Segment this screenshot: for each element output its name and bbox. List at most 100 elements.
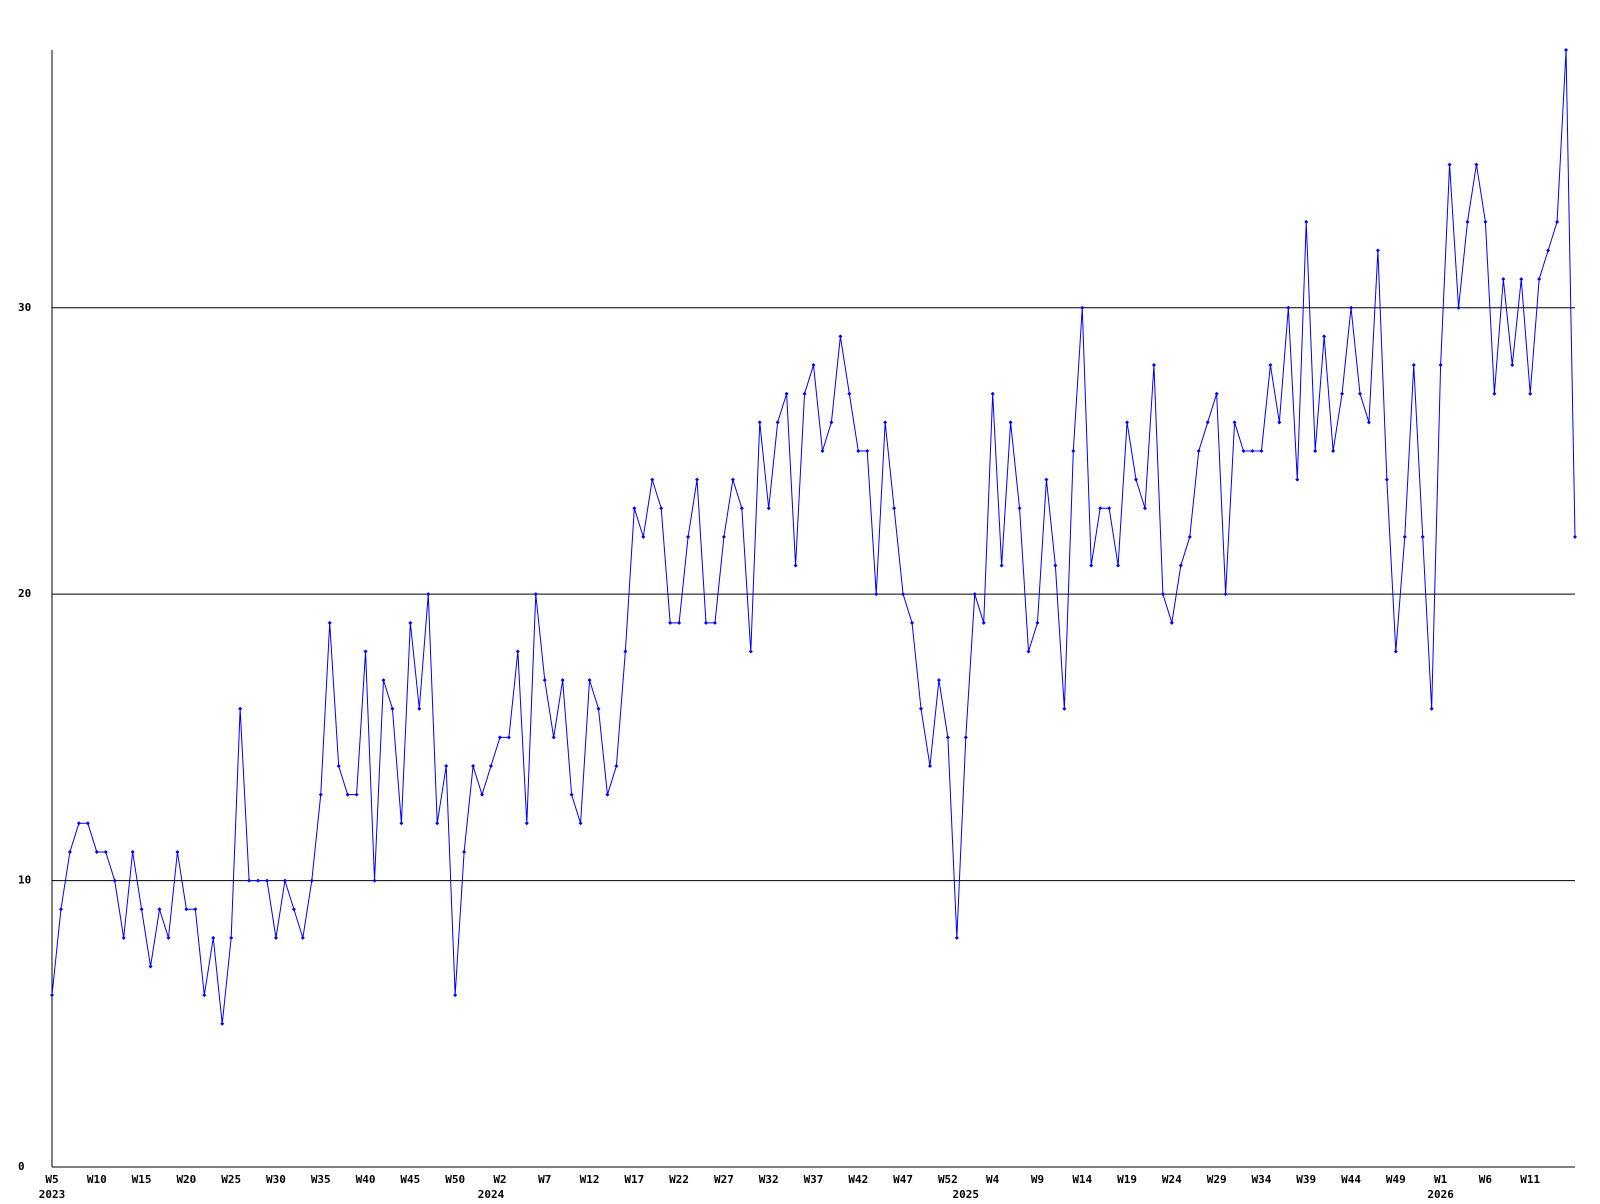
x-tick-label: W40 bbox=[356, 1173, 376, 1186]
data-point bbox=[1322, 334, 1327, 339]
x-tick-label: W12 bbox=[580, 1173, 600, 1186]
data-point bbox=[1142, 506, 1147, 511]
data-point bbox=[919, 706, 924, 711]
data-point bbox=[677, 620, 682, 625]
data-point bbox=[426, 592, 431, 597]
data-point bbox=[1384, 477, 1389, 482]
data-point bbox=[202, 993, 207, 998]
x-tick-label: W10 bbox=[87, 1173, 107, 1186]
x-tick-label: W39 bbox=[1296, 1173, 1316, 1186]
data-point bbox=[1331, 448, 1336, 453]
data-point bbox=[282, 878, 287, 883]
data-point bbox=[686, 534, 691, 539]
data-point bbox=[309, 878, 314, 883]
data-point bbox=[175, 849, 180, 854]
data-point bbox=[1411, 363, 1416, 368]
data-point bbox=[659, 506, 664, 511]
data-point bbox=[560, 678, 565, 683]
year-label: 2026 bbox=[1427, 1188, 1454, 1200]
data-point bbox=[336, 764, 341, 769]
x-tick-label: W17 bbox=[624, 1173, 644, 1186]
data-point bbox=[345, 792, 350, 797]
data-point bbox=[1053, 563, 1058, 568]
data-point bbox=[1071, 448, 1076, 453]
data-point bbox=[435, 821, 440, 826]
data-point bbox=[1178, 563, 1183, 568]
data-point bbox=[1366, 420, 1371, 425]
x-tick-label: W5 bbox=[45, 1173, 58, 1186]
data-point bbox=[1205, 420, 1210, 425]
data-point bbox=[1259, 448, 1264, 453]
data-point bbox=[551, 735, 556, 740]
data-point bbox=[757, 420, 762, 425]
x-tick-label: W30 bbox=[266, 1173, 286, 1186]
x-tick-label: W32 bbox=[759, 1173, 779, 1186]
data-point bbox=[703, 620, 708, 625]
data-point bbox=[1393, 649, 1398, 654]
data-point bbox=[1357, 391, 1362, 396]
data-point bbox=[1555, 219, 1560, 224]
data-point bbox=[1375, 248, 1380, 253]
x-tick-label: W11 bbox=[1520, 1173, 1540, 1186]
data-point bbox=[1107, 506, 1112, 511]
data-point bbox=[453, 993, 458, 998]
data-point bbox=[515, 649, 520, 654]
x-tick-label: W52 bbox=[938, 1173, 958, 1186]
data-point bbox=[945, 735, 950, 740]
data-point bbox=[1528, 391, 1533, 396]
data-point bbox=[1313, 448, 1318, 453]
data-point bbox=[1447, 162, 1452, 167]
data-point bbox=[632, 506, 637, 511]
data-point bbox=[408, 620, 413, 625]
data-point bbox=[354, 792, 359, 797]
data-point bbox=[85, 821, 90, 826]
data-point bbox=[76, 821, 81, 826]
data-point bbox=[1134, 477, 1139, 482]
data-point bbox=[1241, 448, 1246, 453]
data-point bbox=[1429, 706, 1434, 711]
data-point bbox=[1456, 305, 1461, 310]
data-point bbox=[1501, 277, 1506, 282]
data-point bbox=[856, 448, 861, 453]
data-point bbox=[874, 592, 879, 597]
data-point bbox=[1349, 305, 1354, 310]
x-tick-label: W15 bbox=[132, 1173, 152, 1186]
x-tick-label: W4 bbox=[986, 1173, 1000, 1186]
data-point bbox=[721, 534, 726, 539]
data-point bbox=[1546, 248, 1551, 253]
data-point bbox=[1250, 448, 1255, 453]
year-label: 2023 bbox=[39, 1188, 66, 1200]
data-point bbox=[1268, 363, 1273, 368]
data-point bbox=[67, 849, 72, 854]
data-point bbox=[999, 563, 1004, 568]
data-point bbox=[318, 792, 323, 797]
data-point bbox=[1564, 48, 1569, 52]
data-point bbox=[1187, 534, 1192, 539]
data-point bbox=[784, 391, 789, 396]
data-point bbox=[1465, 219, 1470, 224]
y-tick-label: 10 bbox=[18, 874, 31, 887]
data-point bbox=[847, 391, 852, 396]
data-point bbox=[220, 1021, 225, 1026]
data-point bbox=[265, 878, 270, 883]
data-point bbox=[497, 735, 502, 740]
year-label: 2024 bbox=[478, 1188, 505, 1200]
data-point bbox=[623, 649, 628, 654]
x-tick-label: W44 bbox=[1341, 1173, 1361, 1186]
x-tick-label: W42 bbox=[848, 1173, 868, 1186]
data-point bbox=[1035, 620, 1040, 625]
x-tick-label: W2 bbox=[493, 1173, 506, 1186]
data-point bbox=[1537, 277, 1542, 282]
data-point bbox=[327, 620, 332, 625]
data-point bbox=[614, 764, 619, 769]
data-point bbox=[1116, 563, 1121, 568]
data-point bbox=[462, 849, 467, 854]
x-tick-label: W9 bbox=[1031, 1173, 1044, 1186]
data-point bbox=[363, 649, 368, 654]
data-point bbox=[1017, 506, 1022, 511]
data-point bbox=[829, 420, 834, 425]
data-point bbox=[399, 821, 404, 826]
x-tick-label: W49 bbox=[1386, 1173, 1406, 1186]
data-point bbox=[471, 764, 476, 769]
